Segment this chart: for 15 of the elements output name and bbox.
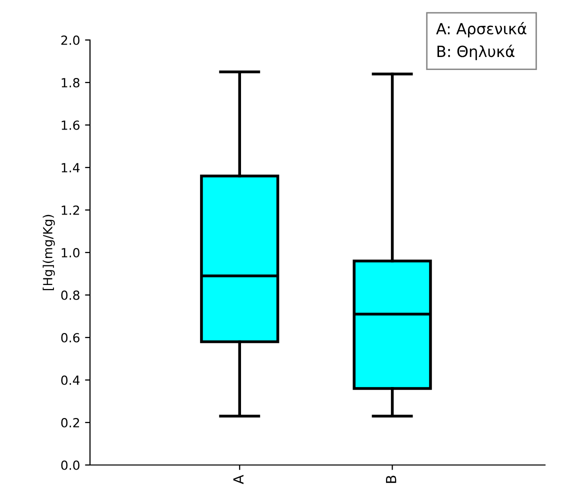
y-axis-title: [Hg](mg/Kg) [42,214,55,290]
y-tick-label: 0.6 [61,332,80,342]
y-tick-label: 0.4 [61,375,80,385]
y-tick-label: 1.8 [62,78,80,88]
x-tick-label: A [233,474,244,484]
y-tick-label: 1.4 [62,163,80,172]
x-tick-label: B [386,476,396,483]
y-tick-label: 1.2 [62,205,80,215]
y-tick-label: 2.0 [61,35,80,45]
y-tick-label: 0.2 [61,418,80,428]
y-tick-label: 1.6 [62,120,80,130]
y-tick-label: 0.8 [61,290,80,300]
y-tick-label: 0.0 [61,460,80,470]
annotation: A: Αρσενικά B: Θηλυκά [436,22,526,60]
y-tick-label: 1.0 [62,248,80,258]
